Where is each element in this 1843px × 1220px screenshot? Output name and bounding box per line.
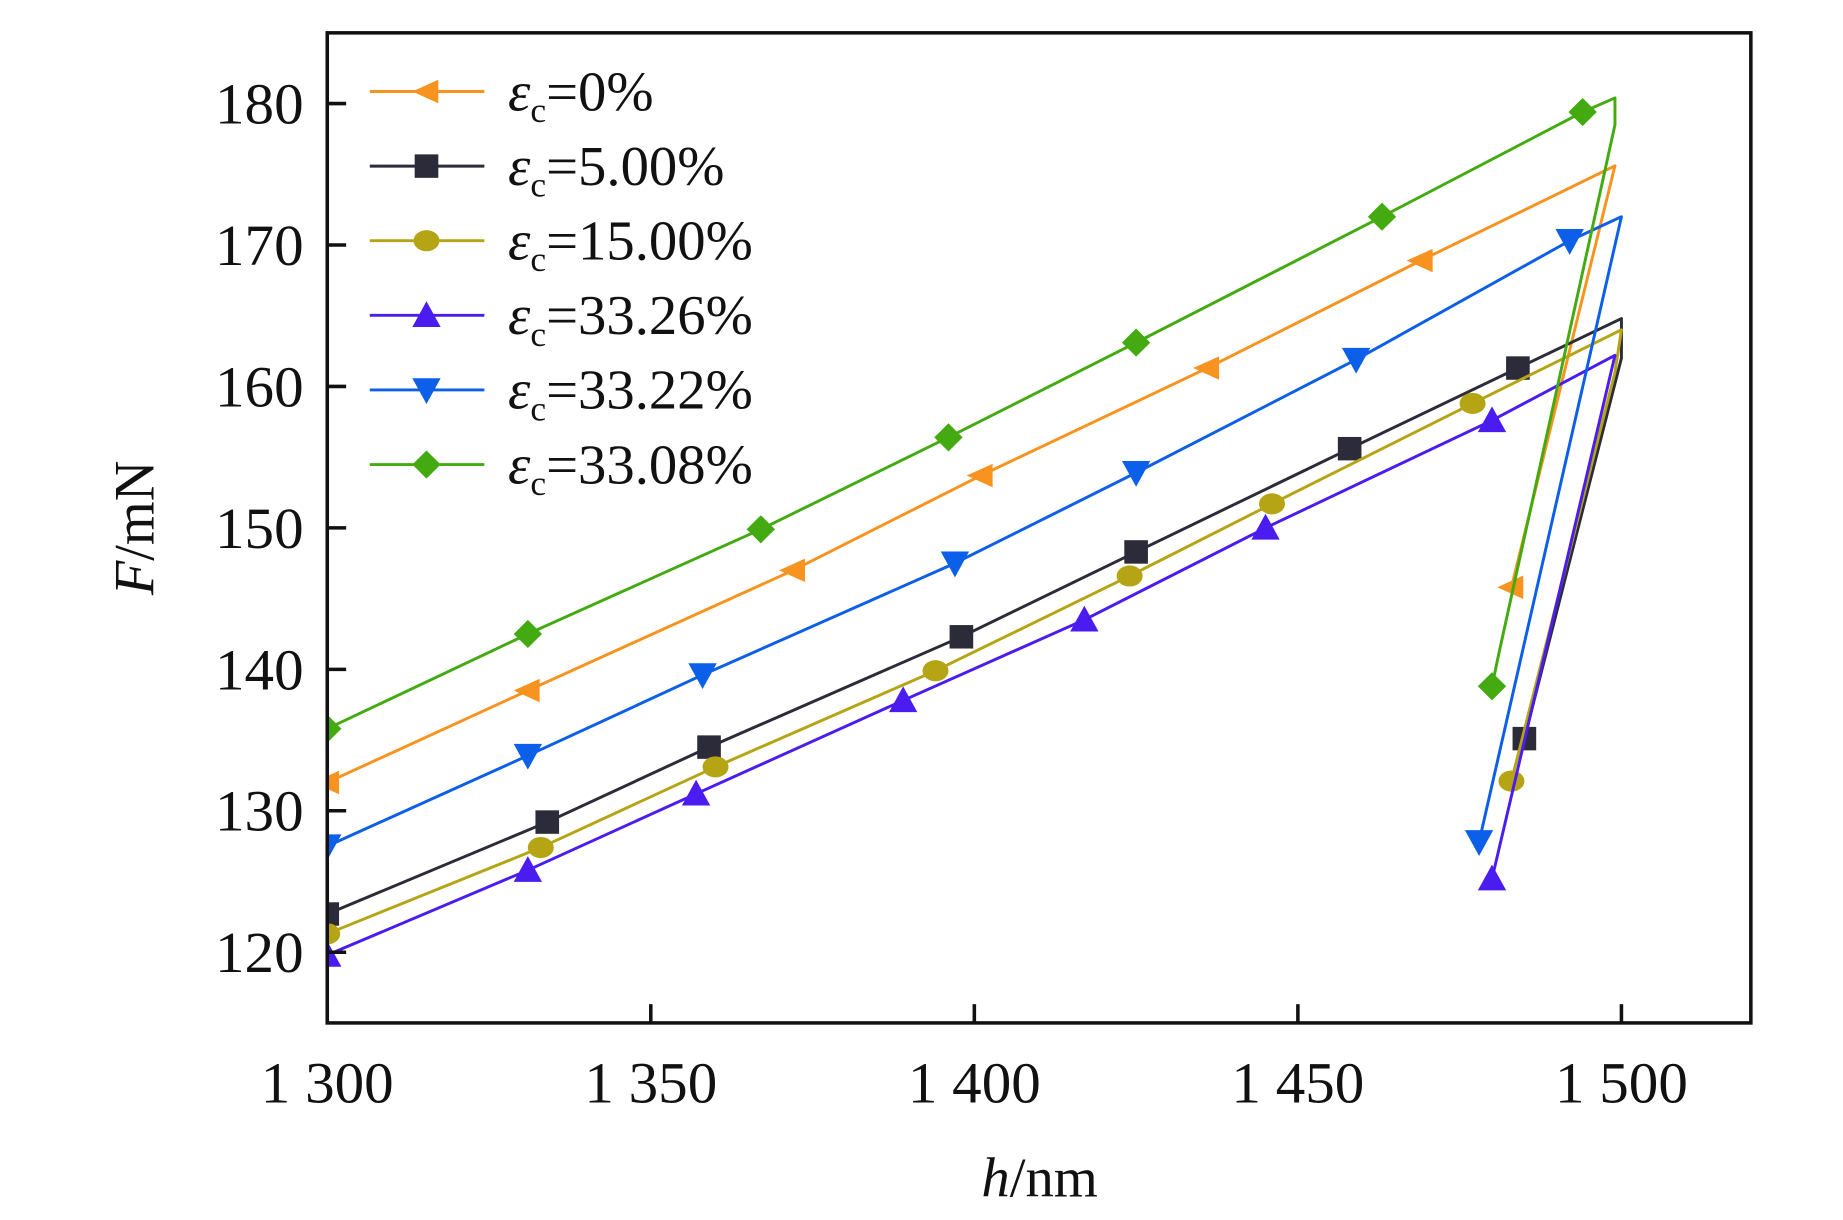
- x-tick-label: 1 400: [908, 1051, 1041, 1116]
- data-point-square: [1506, 356, 1530, 380]
- legend: εc=0%εc=5.00%εc=15.00%εc=33.26%εc=33.22%…: [369, 61, 753, 503]
- data-point-square: [327, 902, 340, 926]
- x-tick-label: 1 450: [1231, 1051, 1364, 1116]
- legend-item: εc=5.00%: [369, 136, 725, 205]
- data-point-triangle-left: [1497, 575, 1524, 600]
- legend-item: εc=15.00%: [369, 211, 753, 280]
- data-point-triangle-down: [327, 834, 342, 861]
- data-point-triangle-up: [1477, 864, 1507, 891]
- y-tick-label: 140: [215, 637, 304, 702]
- data-point-circle: [1459, 392, 1486, 414]
- legend-label: εc=33.26%: [508, 285, 753, 354]
- data-point-square: [535, 810, 560, 834]
- data-point-triangle-up: [1070, 605, 1099, 632]
- data-point-triangle-up: [681, 779, 711, 806]
- legend-label: εc=5.00%: [508, 136, 725, 205]
- legend-label: εc=33.08%: [508, 434, 753, 503]
- data-point-triangle-up: [1251, 513, 1280, 540]
- data-point-square: [949, 625, 974, 649]
- x-axis-label: h/nm: [981, 1148, 1098, 1210]
- series-line: [327, 328, 1623, 936]
- data-point-circle: [922, 660, 949, 682]
- legend-item: εc=33.22%: [369, 360, 753, 429]
- data-point-triangle-up: [513, 856, 543, 882]
- data-point-circle: [527, 836, 554, 859]
- x-axis-label-unit: /nm: [1010, 1148, 1098, 1210]
- data-point-triangle-down: [1341, 347, 1371, 374]
- data-point-circle: [1498, 770, 1525, 792]
- data-point-square: [414, 154, 439, 178]
- data-point-triangle-up: [888, 686, 918, 713]
- y-tick-label: 160: [215, 355, 304, 420]
- data-point-triangle-left: [966, 463, 993, 488]
- legend-label: εc=33.22%: [508, 360, 753, 429]
- x-tick-label: 1 500: [1555, 1051, 1688, 1116]
- data-point-diamond: [1121, 328, 1151, 357]
- data-point-diamond: [327, 714, 342, 743]
- legend-item: εc=33.08%: [369, 434, 753, 503]
- y-tick-label: 150: [215, 496, 304, 561]
- x-tick-label: 1 350: [584, 1051, 717, 1116]
- legend-item: εc=33.26%: [369, 285, 753, 354]
- series-3: [327, 353, 1617, 967]
- data-point-triangle-down: [1555, 229, 1584, 255]
- data-point-square: [1124, 540, 1148, 564]
- y-axis-label-unit: /mN: [104, 461, 166, 561]
- data-point-triangle-left: [327, 770, 340, 795]
- data-point-triangle-down: [940, 551, 970, 578]
- data-point-circle: [702, 756, 729, 778]
- y-axis-label: F/mN: [104, 461, 166, 596]
- data-point-triangle-up: [1477, 406, 1507, 433]
- series-line: [327, 164, 1617, 784]
- x-tick-label: 1 300: [261, 1051, 394, 1116]
- data-point-diamond: [513, 619, 543, 649]
- y-tick-label: 130: [215, 779, 304, 844]
- series-4: [327, 215, 1623, 861]
- data-point-triangle-left: [412, 79, 439, 104]
- axis-ticks: 1 300 1 350 1 400 1 450 1 500 120 130 140 150 160…: [215, 72, 1688, 1116]
- y-tick-label: 120: [215, 920, 304, 985]
- legend-item: εc=0%: [369, 61, 654, 130]
- data-point-triangle-down: [1121, 460, 1151, 487]
- data-point-circle: [327, 923, 341, 945]
- data-point-square: [1337, 436, 1362, 461]
- data-point-triangle-up: [412, 301, 441, 328]
- data-point-triangle-down: [513, 743, 543, 770]
- y-axis-label-symbol: F: [104, 560, 166, 596]
- data-point-triangle-down: [412, 378, 441, 405]
- data-point-triangle-left: [778, 558, 805, 583]
- data-point-circle: [413, 230, 440, 252]
- data-point-diamond: [1568, 97, 1597, 127]
- data-point-triangle-down: [688, 663, 717, 690]
- data-point-square: [697, 735, 721, 759]
- data-point-triangle-left: [513, 678, 540, 703]
- legend-label: εc=0%: [508, 61, 654, 130]
- data-point-triangle-left: [1193, 356, 1220, 380]
- data-point-diamond: [934, 423, 963, 452]
- data-point-diamond: [746, 515, 775, 544]
- data-point-triangle-left: [1406, 248, 1433, 273]
- y-tick-label: 180: [215, 72, 304, 137]
- data-point-circle: [1259, 493, 1285, 515]
- series-2: [327, 328, 1623, 945]
- series-layer: [327, 96, 1623, 967]
- x-axis-label-symbol: h: [981, 1148, 1009, 1210]
- legend-label: εc=15.00%: [508, 211, 753, 280]
- y-tick-label: 170: [215, 213, 304, 278]
- data-point-diamond: [1477, 672, 1507, 701]
- series-0: [327, 164, 1617, 795]
- data-point-circle: [1116, 565, 1143, 587]
- data-point-diamond: [412, 450, 441, 479]
- data-point-triangle-down: [1464, 830, 1494, 856]
- data-point-diamond: [1367, 202, 1397, 231]
